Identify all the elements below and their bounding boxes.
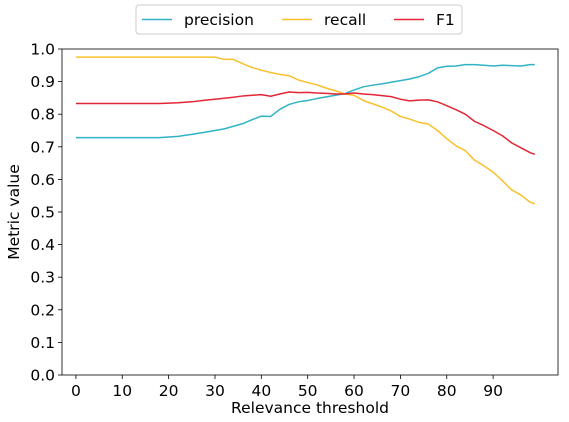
x-tick-label: 90	[483, 382, 503, 400]
y-tick-label: 0.2	[30, 301, 55, 319]
legend-label-recall: recall	[324, 11, 366, 29]
y-tick-label: 0.0	[30, 367, 55, 385]
y-axis-label: Metric value	[5, 164, 23, 259]
y-tick-label: 1.0	[30, 41, 55, 59]
legend: precision recall F1	[135, 4, 463, 35]
x-tick-label: 60	[344, 382, 364, 400]
x-tick-label: 40	[251, 382, 271, 400]
y-tick-label: 0.4	[30, 236, 55, 254]
x-tick-label: 80	[437, 382, 457, 400]
x-axis-label: Relevance threshold	[231, 399, 389, 417]
x-tick-label: 0	[71, 382, 81, 400]
series-line-recall	[75, 56, 536, 205]
legend-label-f1: F1	[436, 11, 455, 29]
y-tick-label: 0.5	[30, 204, 55, 222]
series-line-precision	[75, 63, 535, 139]
y-tick-label: 0.7	[30, 138, 55, 156]
y-tick-label: 0.3	[30, 269, 55, 287]
y-tick-label: 0.6	[30, 171, 55, 189]
legend-label-precision: precision	[184, 11, 254, 29]
x-tick-label: 70	[391, 382, 411, 400]
plot-area	[61, 48, 559, 376]
y-axis-ticks: 0.0 0.1 0.2 0.3 0.4 0.5 0.6 0.7 0.8 0.9 1.0	[30, 41, 62, 385]
x-tick-label: 20	[159, 382, 179, 400]
y-tick-label: 0.9	[30, 73, 55, 91]
y-tick-label: 0.8	[30, 106, 55, 124]
x-tick-label: 50	[298, 382, 318, 400]
plot-frame	[61, 48, 559, 376]
x-tick-label: 10	[112, 382, 132, 400]
series-line-f1	[75, 91, 536, 156]
x-axis-ticks: 0 10 20 30 40 50 60 70 80 90	[71, 375, 503, 400]
x-tick-label: 30	[205, 382, 225, 400]
y-tick-label: 0.1	[30, 334, 55, 352]
